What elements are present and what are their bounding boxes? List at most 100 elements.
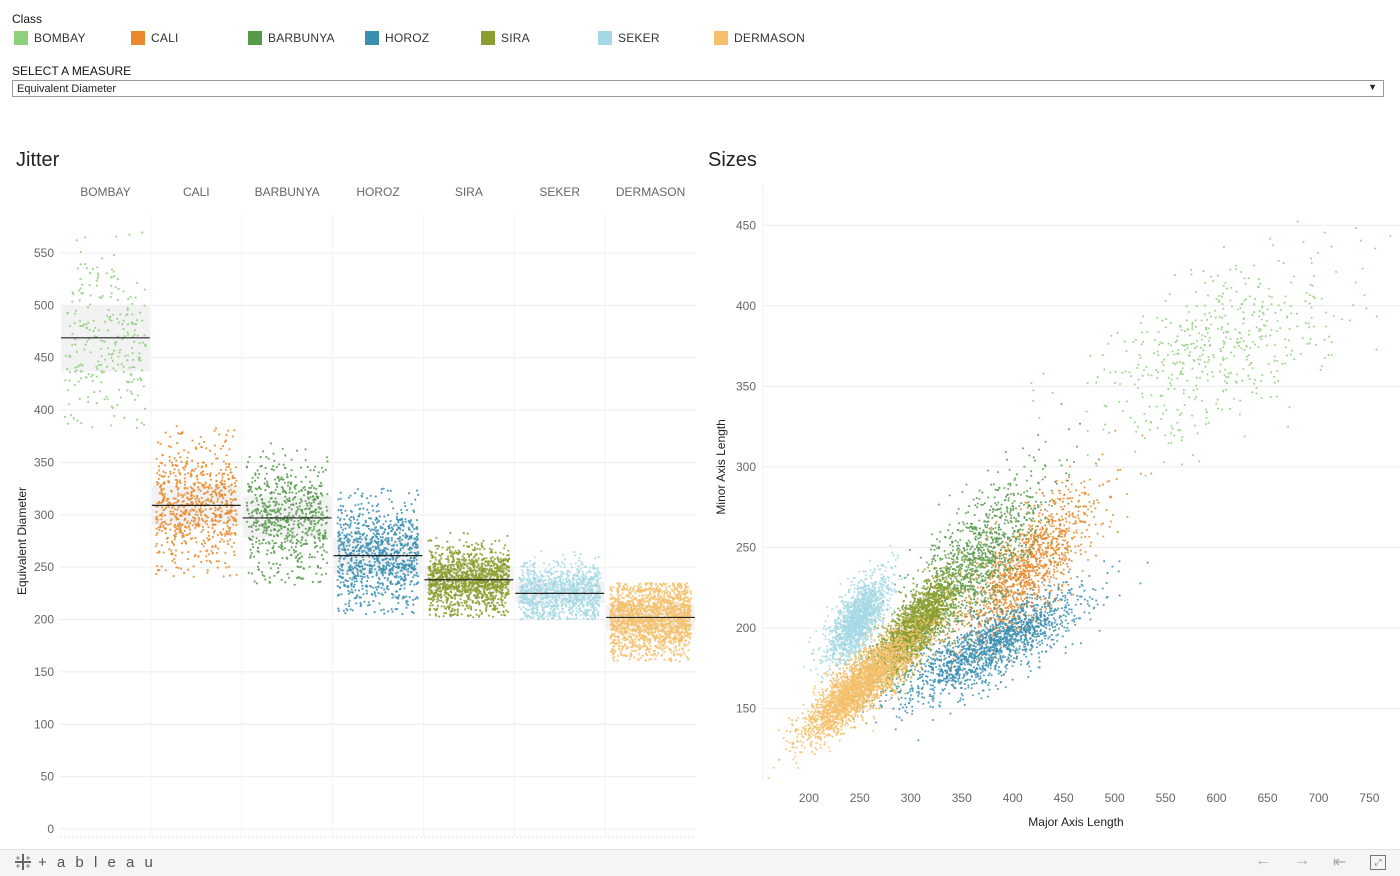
- legend-item-cali[interactable]: CALI: [131, 31, 178, 45]
- jitter-point: [417, 538, 419, 540]
- jitter-point: [377, 592, 379, 594]
- jitter-point: [326, 456, 328, 458]
- jitter-point: [381, 568, 383, 570]
- jitter-point: [575, 599, 577, 601]
- jitter-point: [337, 516, 339, 518]
- jitter-point: [197, 462, 199, 464]
- jitter-point: [287, 539, 289, 541]
- jitter-point: [559, 618, 561, 620]
- jitter-point: [373, 532, 375, 534]
- jitter-point: [65, 355, 67, 357]
- legend-item-sira[interactable]: SIRA: [481, 31, 530, 45]
- jitter-point: [341, 548, 343, 550]
- jitter-point: [366, 497, 368, 499]
- measure-dropdown[interactable]: Equivalent Diameter ▼: [12, 80, 1384, 97]
- jitter-point: [405, 595, 407, 597]
- jitter-point: [308, 498, 310, 500]
- jitter-point: [337, 535, 339, 537]
- jitter-point: [115, 286, 117, 288]
- jitter-point: [348, 544, 350, 546]
- jitter-point: [549, 615, 551, 617]
- jitter-point: [416, 572, 418, 574]
- jitter-point: [350, 564, 352, 566]
- jitter-point: [130, 373, 132, 375]
- jitter-point: [393, 565, 395, 567]
- jitter-point: [265, 532, 267, 534]
- jitter-point: [587, 589, 589, 591]
- jitter-point: [82, 292, 84, 294]
- jitter-point: [134, 329, 136, 331]
- jitter-point: [339, 524, 341, 526]
- jitter-point: [466, 604, 468, 606]
- jitter-point: [529, 573, 531, 575]
- jitter-point: [550, 568, 552, 570]
- jitter-point: [382, 584, 384, 586]
- jitter-point: [156, 543, 158, 545]
- legend-item-bombay[interactable]: BOMBAY: [14, 31, 86, 45]
- jitter-point: [228, 448, 230, 450]
- jitter-point: [160, 462, 162, 464]
- jitter-point: [476, 553, 478, 555]
- jitter-point: [502, 599, 504, 601]
- jitter-point: [523, 578, 525, 580]
- jitter-point: [86, 327, 88, 329]
- jitter-point: [367, 577, 369, 579]
- jitter-point: [233, 491, 235, 493]
- legend-item-seker[interactable]: SEKER: [598, 31, 660, 45]
- jitter-point: [560, 576, 562, 578]
- jitter-point: [156, 521, 158, 523]
- jitter-point: [382, 533, 384, 535]
- jitter-point: [117, 299, 119, 301]
- jitter-point: [209, 472, 211, 474]
- jitter-point: [290, 475, 292, 477]
- jitter-point: [576, 584, 578, 586]
- jitter-point: [165, 507, 167, 509]
- jitter-point: [580, 580, 582, 582]
- jitter-point: [452, 569, 454, 571]
- jitter-point: [181, 461, 183, 463]
- jitter-point: [429, 569, 431, 571]
- jitter-point: [342, 505, 344, 507]
- jitter-point: [534, 572, 536, 574]
- jitter-point: [290, 539, 292, 541]
- jitter-point: [215, 489, 217, 491]
- jitter-point: [88, 373, 90, 375]
- legend-item-dermason[interactable]: DERMASON: [714, 31, 805, 45]
- jitter-point: [439, 569, 441, 571]
- jitter-point: [200, 490, 202, 492]
- jitter-point: [320, 513, 322, 515]
- jitter-point: [561, 603, 563, 605]
- jitter-point: [408, 520, 410, 522]
- jitter-point: [179, 433, 181, 435]
- jitter-point: [501, 568, 503, 570]
- jitter-point: [529, 565, 531, 567]
- jitter-point: [559, 578, 561, 580]
- jitter-point: [365, 520, 367, 522]
- jitter-point: [291, 570, 293, 572]
- jitter-point: [301, 500, 303, 502]
- jitter-point: [126, 389, 128, 391]
- jitter-point: [504, 581, 506, 583]
- jitter-point: [362, 593, 364, 595]
- jitter-point: [428, 598, 430, 600]
- jitter-point: [168, 481, 170, 483]
- jitter-point: [384, 539, 386, 541]
- jitter-point: [499, 587, 501, 589]
- jitter-point: [557, 564, 559, 566]
- jitter-point: [104, 359, 106, 361]
- legend-item-barbunya[interactable]: BARBUNYA: [248, 31, 335, 45]
- jitter-point: [487, 580, 489, 582]
- jitter-point: [397, 538, 399, 540]
- jitter-point: [247, 461, 249, 463]
- jitter-point: [223, 483, 225, 485]
- jitter-point: [502, 553, 504, 555]
- jitter-point: [182, 467, 184, 469]
- legend-item-horoz[interactable]: HOROZ: [365, 31, 429, 45]
- jitter-point: [584, 594, 586, 596]
- jitter-point: [415, 574, 417, 576]
- jitter-point: [127, 354, 129, 356]
- jitter-point: [410, 557, 412, 559]
- jitter-point: [406, 544, 408, 546]
- jitter-point: [438, 580, 440, 582]
- jitter-point: [176, 465, 178, 467]
